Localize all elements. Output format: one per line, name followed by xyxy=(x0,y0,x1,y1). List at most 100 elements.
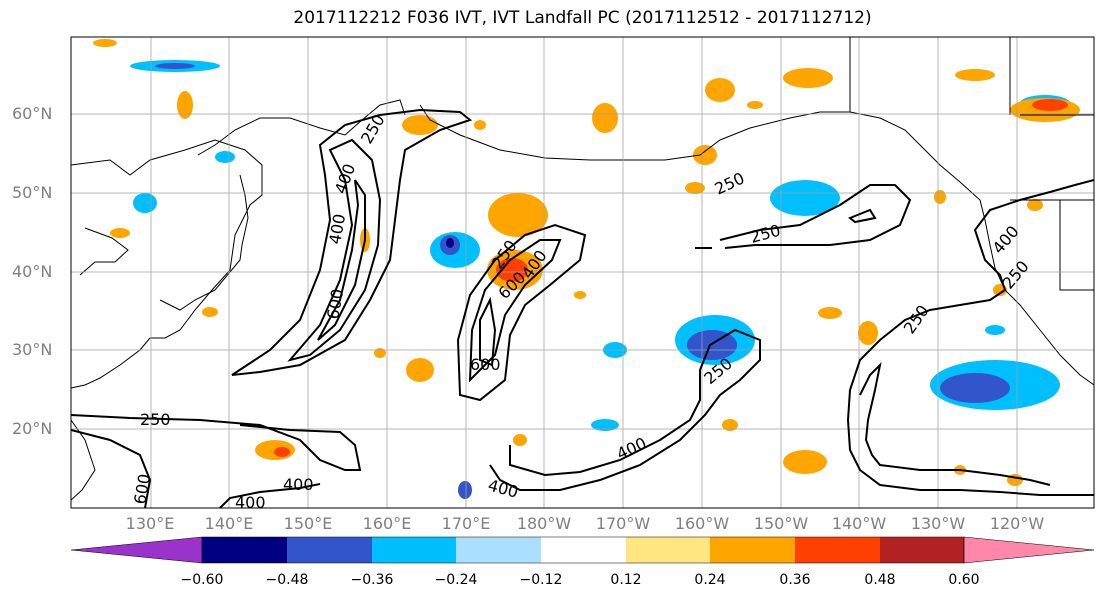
longitude-label: 130°W xyxy=(910,514,966,533)
longitude-label: 160°E xyxy=(362,514,412,533)
latitude-label: 60°N xyxy=(12,104,53,123)
north-america-coastline xyxy=(419,104,1094,386)
colorbar-tick-label: −0.60 xyxy=(180,572,224,588)
colorbar-tick-label: −0.24 xyxy=(434,572,478,588)
shade-positive xyxy=(685,182,705,194)
colorbar-tick-label: −0.48 xyxy=(265,572,309,588)
shade-negative xyxy=(215,151,235,163)
shade-negative xyxy=(591,419,619,431)
colorbar-tick-label: 0.48 xyxy=(864,572,896,588)
shade-negative xyxy=(446,238,454,248)
longitude-label: 140°W xyxy=(831,514,887,533)
korea-coastline xyxy=(79,227,129,276)
contour-600-west xyxy=(317,179,366,341)
contour-400-south-b xyxy=(219,483,321,508)
longitude-label: 180°W xyxy=(516,514,572,533)
colorbar-tick-label: 0.12 xyxy=(610,572,642,588)
shade-positive xyxy=(818,307,842,319)
shade-negative xyxy=(133,193,157,213)
shade-positive xyxy=(1027,199,1043,211)
shade-positive xyxy=(93,39,117,47)
shade-negative xyxy=(770,180,840,216)
shade-negative xyxy=(155,63,195,69)
shade-positive xyxy=(274,447,290,457)
graticule xyxy=(71,37,1094,508)
contour-label: 400 xyxy=(235,493,266,512)
colorbar-segment xyxy=(372,537,456,563)
latitude-label: 20°N xyxy=(12,419,53,438)
colorbar-segment xyxy=(287,537,372,563)
colorbar-frame xyxy=(201,536,965,564)
contour-400-northeast xyxy=(848,208,877,224)
longitude-label: 170°E xyxy=(441,514,491,533)
colorbar-tick-label: 0.24 xyxy=(694,572,726,588)
colorbar-extend-max xyxy=(963,536,1095,564)
longitude-label: 150°E xyxy=(283,514,333,533)
latitude-label: 50°N xyxy=(12,183,53,202)
shade-negative xyxy=(687,330,737,360)
longitude-label: 170°W xyxy=(595,514,651,533)
colorbar-segment xyxy=(795,537,880,563)
longitude-label: 140°E xyxy=(204,514,254,533)
pc-shading xyxy=(93,39,1080,499)
contour-250-northeast xyxy=(719,184,912,249)
contour-250-east xyxy=(846,179,1094,496)
shade-positive xyxy=(513,434,527,446)
contour-label: 250 xyxy=(140,410,171,429)
longitude-label: 160°W xyxy=(674,514,730,533)
shade-positive xyxy=(110,228,130,238)
shade-positive xyxy=(693,145,717,165)
shade-negative xyxy=(985,325,1005,335)
shade-positive xyxy=(747,101,763,109)
shade-positive xyxy=(177,91,193,119)
shade-positive xyxy=(592,103,618,133)
shade-positive xyxy=(488,193,548,237)
colorbar-segment xyxy=(541,537,626,563)
shade-positive xyxy=(783,68,833,88)
colorbar-segment xyxy=(626,537,710,563)
shade-positive xyxy=(574,291,586,299)
shade-positive xyxy=(783,450,827,474)
longitude-label: 120°W xyxy=(989,514,1045,533)
colorbar-segment xyxy=(710,537,795,563)
contour-label: 400 xyxy=(283,475,314,494)
colorbar xyxy=(70,536,1095,564)
shade-positive xyxy=(722,419,738,431)
contour-250-central xyxy=(456,223,587,402)
colorbar-segment xyxy=(880,537,964,563)
contour-400-south-a xyxy=(71,429,152,508)
contour-600-central xyxy=(479,296,497,367)
shade-positive xyxy=(858,321,878,345)
longitude-label: 130°E xyxy=(125,514,175,533)
contour-250-west xyxy=(231,108,473,376)
colorbar-tick-label: −0.12 xyxy=(519,572,563,588)
shade-negative xyxy=(940,373,1010,403)
colorbar-tick-label: 0.60 xyxy=(948,572,980,588)
colorbar-segment xyxy=(456,537,541,563)
colorbar-extend-min xyxy=(70,536,203,564)
shade-negative xyxy=(458,481,472,499)
colorbar-tick-label: 0.36 xyxy=(779,572,811,588)
contour-label: 600 xyxy=(470,355,501,374)
political-boundaries xyxy=(849,37,1094,291)
longitude-label: 150°W xyxy=(753,514,809,533)
map-frame xyxy=(70,36,1095,509)
contour-400-central xyxy=(468,239,562,383)
shade-positive xyxy=(934,190,946,204)
map-title: 2017112212 F036 IVT, IVT Landfall PC (20… xyxy=(293,8,872,28)
japan-coastline xyxy=(159,174,249,311)
asia-coastline xyxy=(71,139,263,389)
contour-400-east xyxy=(859,361,1051,486)
shade-positive xyxy=(496,258,528,282)
shade-positive xyxy=(474,120,486,130)
shade-positive xyxy=(705,78,735,102)
colorbar-segment xyxy=(202,537,287,563)
shade-positive xyxy=(402,115,438,135)
latitude-label: 30°N xyxy=(12,340,53,359)
shade-positive xyxy=(202,307,218,317)
shade-positive xyxy=(1032,99,1068,111)
shade-positive xyxy=(955,69,995,81)
latitude-label: 40°N xyxy=(12,262,53,281)
ivt-contours xyxy=(71,108,1094,508)
